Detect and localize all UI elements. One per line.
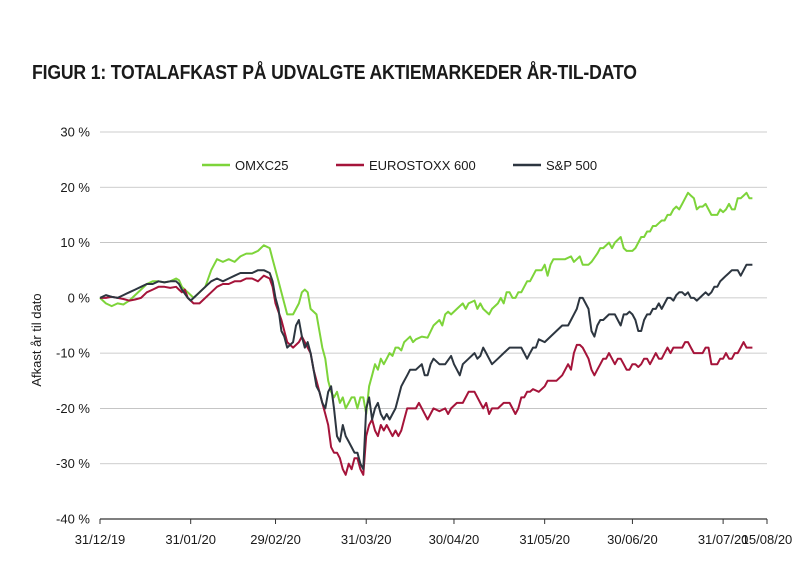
x-tick-label: 31/03/20 [341, 532, 392, 547]
x-tick-label: 31/01/20 [165, 532, 216, 547]
x-axis-ticks: 31/12/19 31/01/20 29/02/20 31/03/20 30/04/20… [75, 519, 793, 547]
x-tick-label: 15/08/20 [742, 532, 793, 547]
y-tick-label: 30 % [60, 125, 90, 140]
series-lines [99, 191, 753, 476]
y-tick-label: -40 % [56, 512, 90, 527]
legend-label: EUROSTOXX 600 [369, 158, 476, 173]
legend: OMXC25 EUROSTOXX 600 S&P 500 [202, 158, 597, 173]
y-tick-label: -10 % [56, 346, 90, 361]
x-tick-label: 29/02/20 [250, 532, 301, 547]
x-tick-label: 30/04/20 [429, 532, 480, 547]
x-tick-label: 30/06/20 [607, 532, 658, 547]
y-axis-ticks: 30 % 20 % 10 % 0 % -10 % -20 % -30 % -40 % [56, 125, 90, 527]
series-line-0 [99, 191, 753, 415]
series-line-1 [100, 274, 753, 476]
y-tick-label: -20 % [56, 401, 90, 416]
y-tick-label: 20 % [60, 180, 90, 195]
series-line-2 [99, 263, 753, 471]
y-axis-label: Afkast år til dato [29, 293, 44, 386]
y-tick-label: 10 % [60, 235, 90, 250]
y-tick-label: 0 % [68, 290, 91, 305]
page-title: FIGUR 1: TOTALAFKAST PÅ UDVALGTE AKTIEMA… [32, 61, 637, 84]
legend-label: S&P 500 [546, 158, 597, 173]
x-tick-label: 31/05/20 [519, 532, 570, 547]
x-tick-label: 31/07/20 [698, 532, 749, 547]
legend-label: OMXC25 [235, 158, 288, 173]
y-tick-label: -30 % [56, 456, 90, 471]
gridlines [100, 131, 767, 520]
x-tick-label: 31/12/19 [75, 532, 126, 547]
